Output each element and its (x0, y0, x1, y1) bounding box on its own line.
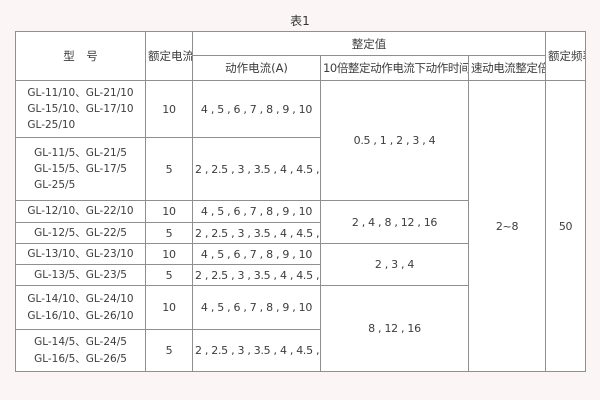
model-cell: GL-14/5、GL-24/5 GL-16/5、GL-26/5 (15, 329, 146, 372)
header-operating-time: 10倍整定动作电流下动作时间(S) (320, 55, 469, 81)
rated-frequency-cell: 50 (545, 80, 587, 372)
header-row-top: 型 号 额定电流(A) 整定值 额定频率(Hz) (15, 31, 587, 81)
operating-current-cell: 4 , 5 , 6 , 7 , 8 , 9 , 10 (192, 243, 321, 265)
operating-current-cell: 4 , 5 , 6 , 7 , 8 , 9 , 10 (192, 285, 321, 330)
table-row: GL-11/10、GL-21/10 GL-15/10、GL-17/10 GL-2… (15, 80, 587, 372)
model-name: GL-25/10 (27, 119, 76, 132)
model-name: GL-16/10、GL-26/10 (27, 309, 134, 322)
relay-spec-table: 型 号 额定电流(A) 整定值 额定频率(Hz) 动作电流(A) 10倍整定动作… (15, 31, 587, 372)
table-row: GL-11/5、GL-21/5 GL-15/5、GL-17/5 GL-25/5 … (15, 137, 586, 201)
table-row: GL-14/10、GL-24/10 GL-16/10、GL-26/10 10 4… (15, 285, 586, 372)
rated-current-cell: 10 (145, 200, 193, 223)
operating-current-cell: 2 , 2.5 , 3 , 3.5 , 4 , 4.5 , 5 (192, 329, 321, 372)
table-row: GL-13/5、GL-23/5 5 2 , 2.5 , 3 , 3.5 , 4 … (15, 264, 586, 286)
operating-current-cell: 4 , 5 , 6 , 7 , 8 , 9 , 10 (192, 80, 321, 138)
header-model: 型 号 (15, 31, 146, 81)
model-cell: GL-11/10、GL-21/10 GL-15/10、GL-17/10 GL-2… (15, 80, 146, 138)
model-name: GL-13/5、GL-23/5 (34, 268, 127, 281)
operating-current-cell: 4 , 5 , 6 , 7 , 8 , 9 , 10 (192, 200, 321, 223)
header-setting-value: 整定值 (191, 31, 547, 56)
operating-current-cell: 2 , 2.5 , 3 , 3.5 , 4 , 4.5 , 5 (192, 137, 321, 201)
model-name: GL-25/5 (34, 179, 76, 192)
header-rated-current: 额定电流(A) (145, 31, 193, 81)
model-name: GL-12/5、GL-22/5 (34, 226, 127, 239)
model-cell: GL-12/10、GL-22/10 (15, 200, 146, 223)
model-list: GL-11/5、GL-21/5 GL-15/5、GL-17/5 GL-25/5 (34, 145, 127, 194)
model-name: GL-11/5、GL-21/5 (34, 146, 127, 159)
model-name: GL-13/10、GL-23/10 (27, 247, 134, 260)
model-name: GL-14/5、GL-24/5 (34, 336, 127, 349)
rated-current-cell: 5 (145, 329, 193, 372)
model-list: GL-14/5、GL-24/5 GL-16/5、GL-26/5 (34, 334, 127, 367)
operating-current-cell: 2 , 2.5 , 3 , 3.5 , 4 , 4.5 , 5 (192, 222, 321, 244)
model-name: GL-15/10、GL-17/10 (27, 102, 134, 115)
model-cell: GL-14/10、GL-24/10 GL-16/10、GL-26/10 (15, 285, 146, 330)
operating-time-cell: 2 , 4 , 8 , 12 , 16 (320, 200, 469, 244)
header-rated-frequency: 额定频率(Hz) (545, 31, 587, 81)
rated-current-cell: 5 (145, 137, 193, 201)
operating-time-cell: 8 , 12 , 16 (320, 285, 469, 372)
header-quick-trip-multiple: 速动电流整定倍数 (467, 55, 547, 81)
model-name: GL-15/5、GL-17/5 (34, 162, 127, 175)
quick-trip-multiple-cell: 2~8 (467, 80, 547, 372)
model-name: GL-16/5、GL-26/5 (34, 352, 127, 365)
rated-current-cell: 10 (145, 80, 193, 138)
model-list: GL-11/10、GL-21/10 GL-15/10、GL-17/10 GL-2… (27, 85, 133, 134)
rated-current-cell: 5 (145, 222, 193, 244)
model-name: GL-12/10、GL-22/10 (27, 205, 134, 218)
operating-current-cell: 2 , 2.5 , 3 , 3.5 , 4 , 4.5 , 5 (192, 264, 321, 286)
operating-time-cell: 0.5 , 1 , 2 , 3 , 4 (320, 80, 469, 201)
model-name: GL-11/10、GL-21/10 (27, 86, 134, 99)
rated-current-cell: 5 (145, 264, 193, 286)
model-cell: GL-11/5、GL-21/5 GL-15/5、GL-17/5 GL-25/5 (15, 137, 146, 201)
table-row: GL-13/10、GL-23/10 10 4 , 5 , 6 , 7 , 8 ,… (15, 243, 586, 286)
header-row-sub: 动作电流(A) 10倍整定动作电流下动作时间(S) 速动电流整定倍数 (16, 55, 586, 81)
rated-current-cell: 10 (145, 285, 193, 330)
operating-time-cell: 2 , 3 , 4 (320, 243, 469, 286)
rated-current-cell: 10 (145, 243, 193, 265)
model-cell: GL-13/10、GL-23/10 (15, 243, 146, 265)
table-row: GL-12/5、GL-22/5 5 2 , 2.5 , 3 , 3.5 , 4 … (15, 222, 586, 244)
model-name: GL-14/10、GL-24/10 (27, 293, 134, 306)
header-operating-current: 动作电流(A) (192, 55, 321, 81)
model-cell: GL-12/5、GL-22/5 (15, 222, 146, 244)
model-cell: GL-13/5、GL-23/5 (15, 264, 146, 286)
model-list: GL-14/10、GL-24/10 GL-16/10、GL-26/10 (27, 291, 133, 324)
table-row: GL-14/5、GL-24/5 GL-16/5、GL-26/5 5 2 , 2.… (15, 329, 586, 372)
table-caption: 表1 (290, 14, 310, 28)
